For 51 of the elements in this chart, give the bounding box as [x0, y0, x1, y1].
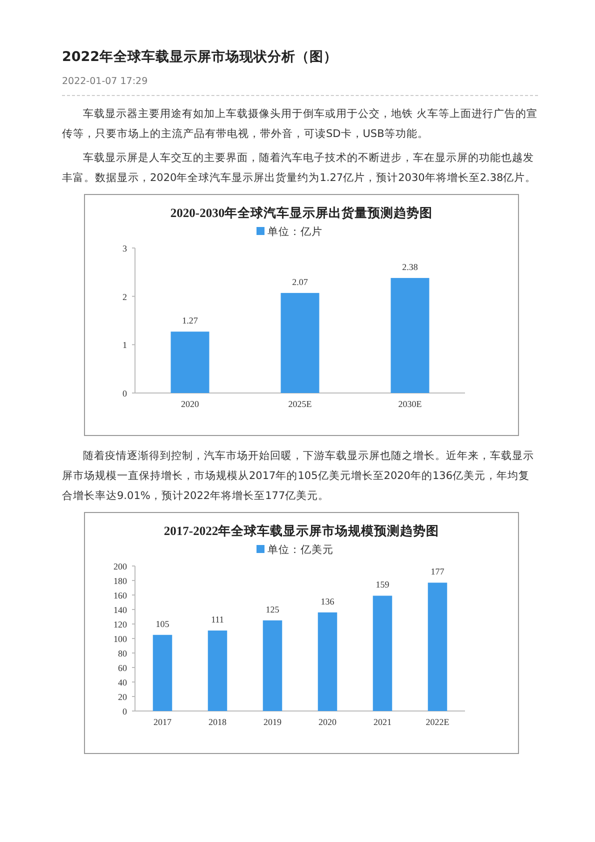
- legend-label: 单位：亿片: [268, 225, 322, 238]
- data-label: 105: [156, 618, 170, 629]
- y-tick-label: 60: [118, 663, 128, 673]
- data-label: 159: [376, 580, 390, 590]
- x-tick-label: 2020: [181, 399, 200, 409]
- y-tick-label: 2: [122, 292, 127, 302]
- text: 2022-01-07 17:29: [62, 76, 538, 96]
- y-tick-label: 200: [114, 562, 128, 572]
- y-tick-label: 20: [118, 692, 128, 702]
- chart-title: 2020-2030年全球汽车显示屏出货量预测趋势图: [170, 205, 433, 220]
- text: 随着疫情逐渐得到控制，汽车市场开始回暖，下游车载显示屏也随之增长。近年来，车载显示屏市场规模一直保持增长，市场规模从2017年的105亿美元增长至2020年的136亿美元，年均复合增长率达9.01%，预计2022年将增长至177亿美元。: [62, 449, 535, 504]
- bar: [428, 582, 448, 711]
- legend-label: 单位：亿美元: [268, 543, 334, 556]
- x-tick-label: 2020: [318, 717, 337, 727]
- bar: [262, 620, 282, 711]
- data-label: 177: [430, 566, 445, 577]
- text: 车载显示器主要用途有如加上车载摄像头用于倒车或用于公交，地铁 火车等上面进行广告的宣传等，只要市场上的主流产品有带电视，带外音，可读SD卡，USB等功能。: [62, 107, 538, 142]
- data-label: 125: [266, 604, 280, 614]
- x-tick-label: 2018: [208, 717, 227, 727]
- x-tick-label: 2017: [154, 717, 172, 727]
- y-tick-label: 100: [114, 634, 128, 644]
- x-tick-label: 2022E: [426, 717, 450, 727]
- y-tick-label: 0: [122, 706, 128, 716]
- y-tick-label: 120: [114, 620, 128, 630]
- x-tick-label: 2025E: [288, 399, 312, 409]
- chart-title: 2017-2022年全球车载显示屏市场规模预测趋势图: [164, 523, 440, 538]
- data-label: 1.27: [182, 316, 198, 326]
- data-label: 2.07: [292, 276, 308, 287]
- bar: [208, 630, 228, 711]
- y-tick-label: 160: [114, 590, 128, 600]
- bar: [170, 332, 210, 393]
- x-tick-label: 2019: [264, 717, 282, 727]
- y-tick-label: 0: [122, 388, 128, 398]
- text: 车载显示屏是人车交互的主要界面，随着汽车电子技术的不断进步，车在显示屏的功能也越发丰富。数据显示，2020年全球汽车显示屏出货量约为1.27亿片，预计2030年将增长至2.38亿片。: [62, 151, 538, 186]
- y-tick-label: 140: [114, 605, 128, 615]
- bar: [280, 292, 320, 393]
- data-label: 136: [320, 596, 335, 606]
- y-tick-label: 80: [118, 648, 128, 658]
- x-tick-label: 2030E: [398, 399, 422, 409]
- y-tick-label: 1: [122, 340, 127, 350]
- text: 2022年全球车载显示屏市场现状分析（图）: [62, 48, 339, 66]
- bar: [152, 634, 172, 711]
- bar: [390, 278, 430, 393]
- data-label: 111: [211, 614, 224, 625]
- data-label: 2.38: [402, 262, 418, 272]
- bar: [372, 596, 392, 711]
- y-tick-label: 180: [114, 576, 128, 586]
- bar: [318, 612, 338, 711]
- y-tick-label: 3: [122, 244, 128, 254]
- y-tick-label: 40: [118, 678, 128, 688]
- x-tick-label: 2021: [374, 717, 392, 727]
